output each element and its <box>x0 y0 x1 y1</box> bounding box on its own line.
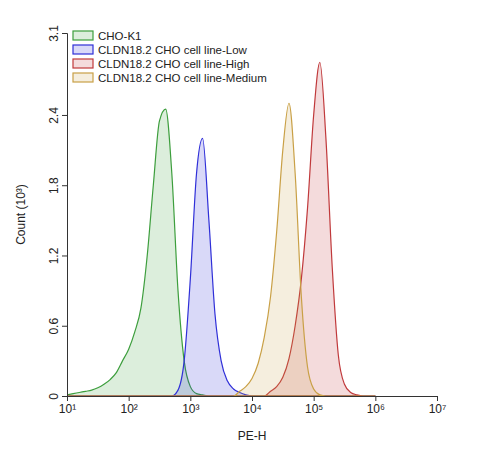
x-tick-label: 10³ <box>182 402 199 416</box>
y-tick-mark <box>62 185 67 186</box>
y-tick: 0.6 <box>47 318 67 335</box>
x-tick-label: 10⁶ <box>367 402 385 416</box>
x-tick-mark <box>314 396 315 401</box>
x-tick-label: 10⁴ <box>243 402 262 416</box>
x-axis: 10¹ 10² 10³ 10⁴ 10⁵ 10⁶ 10⁷ <box>59 396 447 416</box>
legend-item: CLDN18.2 CHO cell line-Medium <box>73 72 267 84</box>
x-tick-mark <box>375 396 376 401</box>
y-tick-mark <box>62 255 67 256</box>
x-tick-label: 10¹ <box>59 402 76 416</box>
x-tick-mark <box>437 396 438 401</box>
series-area <box>67 103 375 396</box>
x-tick-label: 10⁷ <box>429 402 447 416</box>
y-tick: 1.8 <box>47 177 67 194</box>
x-tick: 10⁴ <box>243 396 262 416</box>
y-tick-mark <box>62 396 67 397</box>
legend-item: CLDN18.2 CHO cell line-Low <box>73 44 248 56</box>
y-tick-label: 1.8 <box>47 177 61 194</box>
legend-label: CLDN18.2 CHO cell line-High <box>98 58 249 70</box>
x-tick: 10¹ <box>59 396 76 416</box>
y-axis-line <box>62 34 68 397</box>
legend-item: CLDN18.2 CHO cell line-High <box>73 58 249 70</box>
y-tick-mark <box>62 115 67 116</box>
x-tick: 10⁶ <box>367 396 385 416</box>
legend-item: CHO-K1 <box>73 30 141 42</box>
x-tick: 10³ <box>182 396 199 416</box>
y-tick-mark <box>62 326 67 327</box>
y-tick-label: 2.4 <box>47 107 61 124</box>
y-axis-title: Count (10³) <box>14 184 28 245</box>
y-tick-label: 0.6 <box>47 318 61 335</box>
y-tick: 2.4 <box>47 107 67 124</box>
y-tick: 0 <box>47 393 67 400</box>
legend-label: CHO-K1 <box>98 30 141 42</box>
x-tick-mark <box>190 396 191 401</box>
x-tick-label: 10² <box>120 402 137 416</box>
x-tick-label: 10⁵ <box>305 402 323 416</box>
legend-swatch <box>73 59 93 68</box>
series-layer <box>67 62 375 396</box>
y-tick-label: 3.1 <box>47 25 61 42</box>
x-tick-mark <box>129 396 130 401</box>
x-tick: 10² <box>120 396 137 416</box>
legend: CHO-K1 CLDN18.2 CHO cell line-Low CLDN18.2… <box>73 30 267 84</box>
x-tick: 10⁵ <box>305 396 323 416</box>
legend-label: CLDN18.2 CHO cell line-Low <box>98 44 248 56</box>
x-axis-title: PE-H <box>238 429 267 443</box>
plot: 10¹ 10² 10³ 10⁴ 10⁵ 10⁶ 10⁷ 0 0.6 1.2 1.8 2.4 3.1 PE-… <box>14 25 446 443</box>
series-area <box>67 62 375 396</box>
x-axis-line <box>68 397 438 402</box>
y-tick: 1.2 <box>47 247 67 264</box>
y-tick: 3.1 <box>47 25 67 42</box>
y-tick-label: 1.2 <box>47 247 61 264</box>
legend-swatch <box>73 31 93 40</box>
chart: 10¹ 10² 10³ 10⁴ 10⁵ 10⁶ 10⁷ 0 0.6 1.2 1.8 2.4 3.1 PE-… <box>0 0 482 457</box>
x-tick: 10⁷ <box>429 396 447 416</box>
legend-swatch <box>73 45 93 54</box>
legend-label: CLDN18.2 CHO cell line-Medium <box>98 72 267 84</box>
y-axis: 0 0.6 1.2 1.8 2.4 3.1 <box>47 25 68 400</box>
legend-swatch <box>73 73 93 82</box>
x-tick-mark <box>252 396 253 401</box>
y-tick-mark <box>62 33 67 34</box>
y-tick-label: 0 <box>47 393 61 400</box>
